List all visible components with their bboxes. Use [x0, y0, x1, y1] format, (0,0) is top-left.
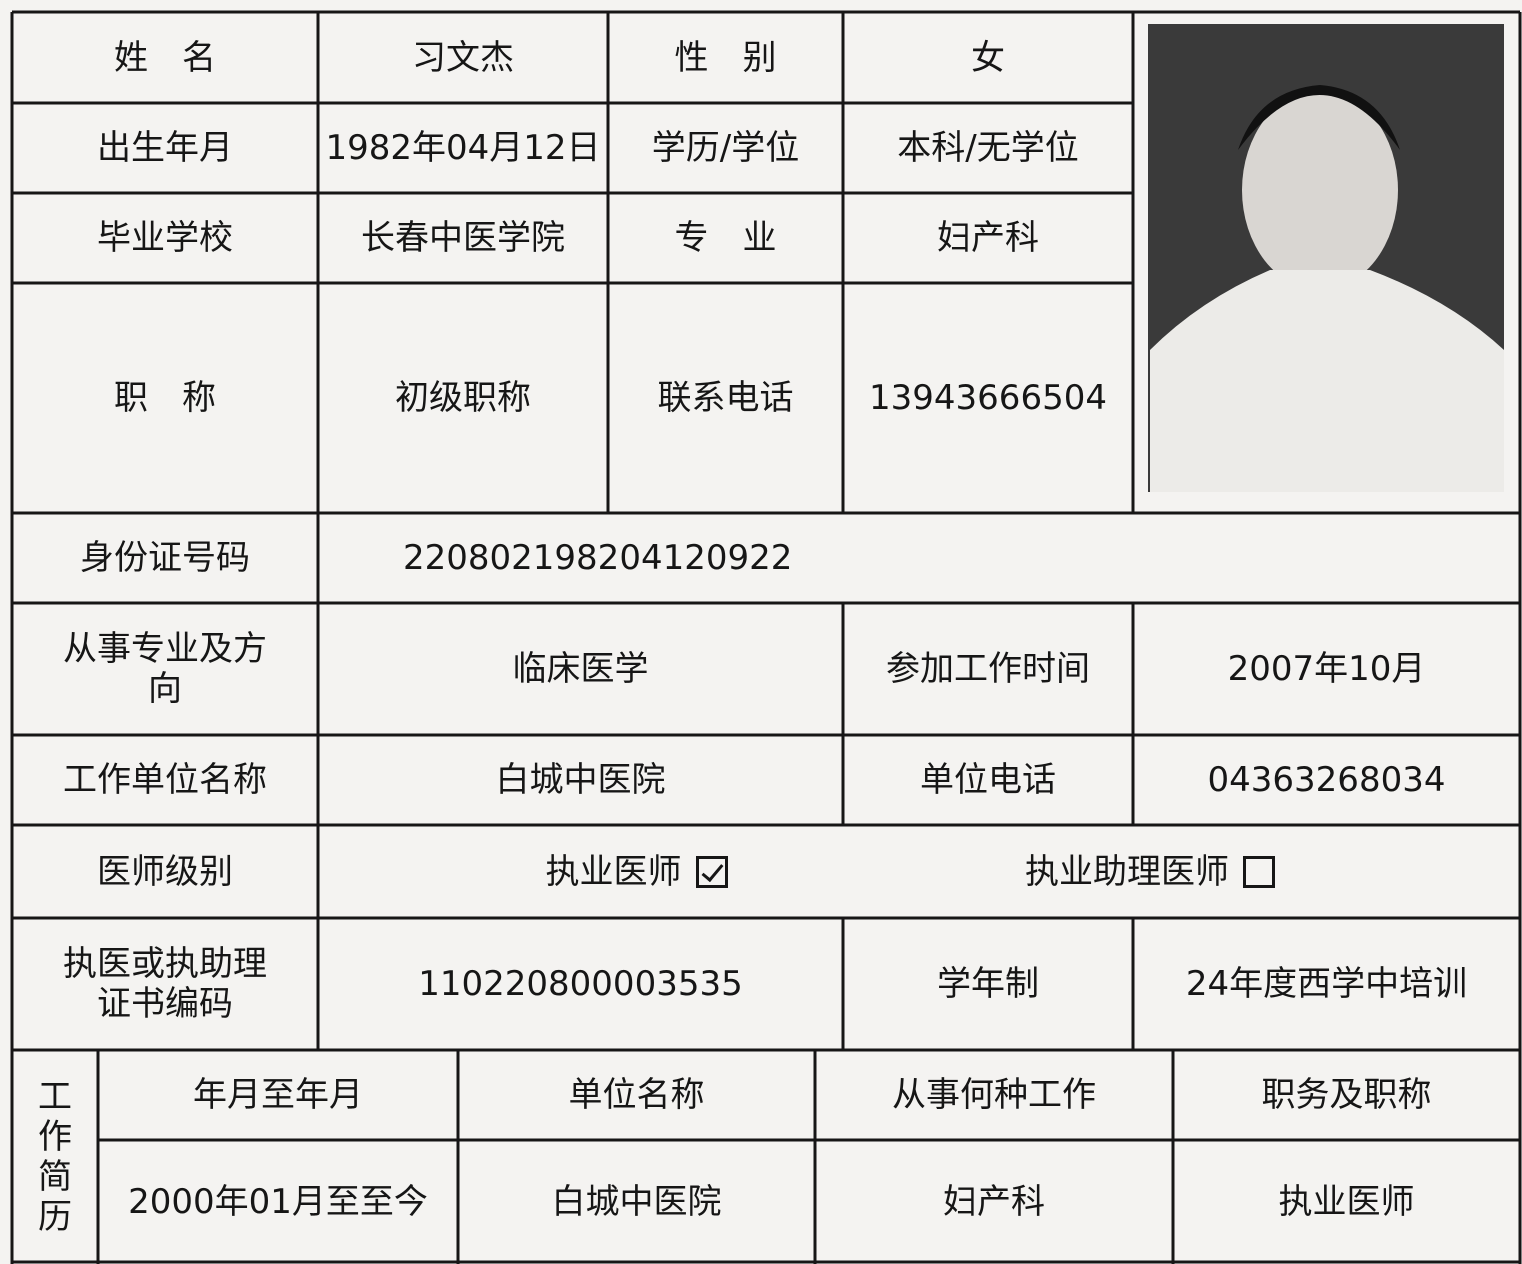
label: 姓 名 [114, 37, 216, 78]
value: 1982年04月12日 [325, 128, 601, 168]
label: 职 称 [114, 378, 216, 418]
value: 习文杰 [412, 37, 514, 78]
label: 学年制 [843, 918, 1133, 1050]
value: 220802198204120922 [403, 538, 793, 578]
column-header: 从事何种工作 [892, 1075, 1096, 1115]
label: 单位电话 [920, 760, 1056, 800]
value: 初级职称 [395, 378, 531, 418]
label: 出生年月 [12, 103, 318, 193]
value: 女 [843, 12, 1133, 103]
label: 联系电话 [657, 378, 794, 418]
value: 2007年10月 [1227, 649, 1426, 689]
value: 临床医学 [318, 603, 843, 735]
column-header: 从事何种工作 [815, 1050, 1173, 1140]
history-cell: 妇产科 [943, 1182, 1045, 1222]
value: 2007年10月 [1133, 603, 1520, 735]
label: 参加工作时间 [886, 649, 1090, 689]
value: 妇产科 [843, 193, 1133, 283]
value: 女 [971, 37, 1005, 78]
column-header: 单位名称 [458, 1050, 815, 1140]
label: 学历/学位 [651, 128, 800, 168]
label: 联系电话 [608, 283, 843, 513]
value: 长春中医学院 [361, 218, 565, 258]
level-option: 执业医师 [545, 851, 682, 892]
label: 身份证号码 [80, 538, 250, 578]
label: 参加工作时间 [843, 603, 1133, 735]
value: 1982年04月12日 [318, 103, 608, 193]
history-cell: 2000年01月至至今 [128, 1182, 428, 1222]
section-label: 工作简历 [12, 1050, 98, 1264]
value: 本科/无学位 [843, 103, 1133, 193]
level-option: 执业医师 [430, 825, 843, 918]
label: 毕业学校 [12, 193, 318, 283]
level-option: 执业助理医师 [900, 825, 1400, 918]
value: 临床医学 [512, 649, 649, 689]
checkbox [1243, 855, 1275, 888]
value: 110220800003535 [418, 964, 743, 1004]
label: 性 别 [674, 37, 777, 78]
label: 执医或执助理证书编码 [12, 918, 318, 1050]
value: 13943666504 [843, 283, 1133, 513]
column-header: 年月至年月 [193, 1075, 363, 1115]
value: 24年度西学中培训 [1185, 964, 1468, 1004]
value: 习文杰 [318, 12, 608, 103]
label: 姓 名 [12, 12, 318, 103]
value: 24年度西学中培训 [1133, 918, 1520, 1050]
history-cell: 执业医师 [1278, 1182, 1415, 1222]
history-cell: 白城中医院 [551, 1182, 722, 1222]
label: 工作单位名称 [63, 760, 267, 800]
label: 医师级别 [12, 825, 318, 918]
label: 从事专业及方向 [63, 629, 267, 709]
label: 学历/学位 [608, 103, 843, 193]
history-cell: 妇产科 [815, 1140, 1173, 1264]
value: 本科/无学位 [897, 128, 1079, 168]
value: 04363268034 [1207, 760, 1446, 800]
value: 长春中医学院 [318, 193, 608, 283]
label: 职 称 [12, 283, 318, 513]
checkbox [695, 855, 728, 888]
history-cell: 执业医师 [1173, 1140, 1520, 1264]
history-cell: 白城中医院 [458, 1140, 815, 1264]
label: 出生年月 [97, 128, 233, 168]
column-header: 职务及职称 [1173, 1050, 1520, 1140]
label: 专 业 [674, 218, 777, 258]
label: 单位电话 [843, 735, 1133, 825]
value: 初级职称 [318, 283, 608, 513]
label: 专 业 [608, 193, 843, 283]
section-label: 工作简历 [38, 1077, 72, 1237]
level-option: 执业助理医师 [1025, 851, 1229, 892]
value: 白城中医院 [495, 760, 666, 800]
column-header: 职务及职称 [1261, 1075, 1432, 1115]
column-header: 年月至年月 [98, 1050, 458, 1140]
label: 性 别 [608, 12, 843, 103]
label: 学年制 [937, 964, 1039, 1004]
value: 220802198204120922 [318, 513, 1520, 603]
value: 13943666504 [869, 378, 1107, 418]
label: 医师级别 [97, 851, 233, 892]
value: 白城中医院 [318, 735, 843, 825]
value: 妇产科 [937, 218, 1039, 258]
label: 毕业学校 [97, 218, 233, 258]
photo [1148, 24, 1504, 492]
label: 身份证号码 [12, 513, 318, 603]
history-cell: 2000年01月至至今 [98, 1140, 458, 1264]
label: 从事专业及方向 [12, 603, 318, 735]
column-header: 单位名称 [568, 1075, 705, 1115]
label: 执医或执助理证书编码 [63, 944, 267, 1024]
value: 110220800003535 [318, 918, 843, 1050]
label: 工作单位名称 [12, 735, 318, 825]
value: 04363268034 [1133, 735, 1520, 825]
